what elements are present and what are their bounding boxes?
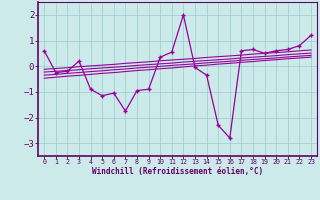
X-axis label: Windchill (Refroidissement éolien,°C): Windchill (Refroidissement éolien,°C) <box>92 167 263 176</box>
